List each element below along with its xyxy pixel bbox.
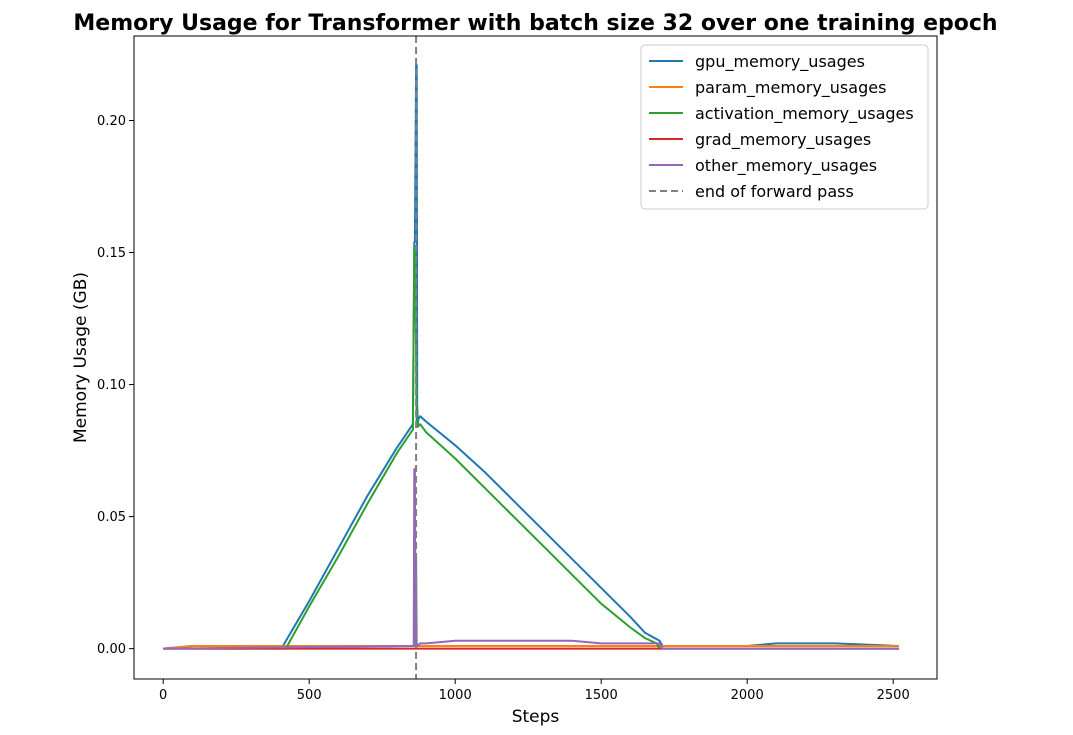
x-tick-label: 0 <box>159 688 167 703</box>
legend-label: gpu_memory_usages <box>695 52 865 72</box>
y-tick-label: 0.15 <box>97 246 126 261</box>
series-line-gpu-memory-usages <box>163 64 900 650</box>
legend-label: activation_memory_usages <box>695 104 914 124</box>
x-tick-label: 500 <box>297 688 322 703</box>
series-line-other-memory-usages <box>163 468 899 650</box>
legend-label: param_memory_usages <box>695 78 886 98</box>
x-tick-label: 2000 <box>731 688 764 703</box>
plot-area <box>163 36 900 679</box>
legend-box <box>640 44 929 210</box>
y-tick-label: 0.00 <box>97 642 126 657</box>
x-tick-label: 1500 <box>585 688 618 703</box>
x-tick-label: 1000 <box>439 688 472 703</box>
legend-label: grad_memory_usages <box>695 130 871 150</box>
series-line-activation-memory-usages <box>163 246 899 650</box>
y-tick-label: 0.10 <box>97 378 126 393</box>
chart-title: Memory Usage for Transformer with batch … <box>73 11 997 36</box>
x-tick-label: 2500 <box>877 688 910 703</box>
y-tick-label: 0.20 <box>97 114 126 129</box>
x-axis: 0 500 1000 1500 2000 2500 <box>159 679 910 703</box>
legend-label: other_memory_usages <box>695 156 877 176</box>
legend: gpu_memory_usages param_memory_usagesacti… <box>640 44 929 210</box>
y-axis-title: Memory Usage (GB) <box>71 272 91 443</box>
y-tick-label: 0.05 <box>97 510 126 525</box>
x-axis-title: Steps <box>512 707 560 727</box>
y-axis: 0.00 0.05 0.10 0.15 0.20 <box>97 114 134 657</box>
legend-label: end of forward pass <box>695 182 854 201</box>
plot-frame <box>133 35 938 680</box>
